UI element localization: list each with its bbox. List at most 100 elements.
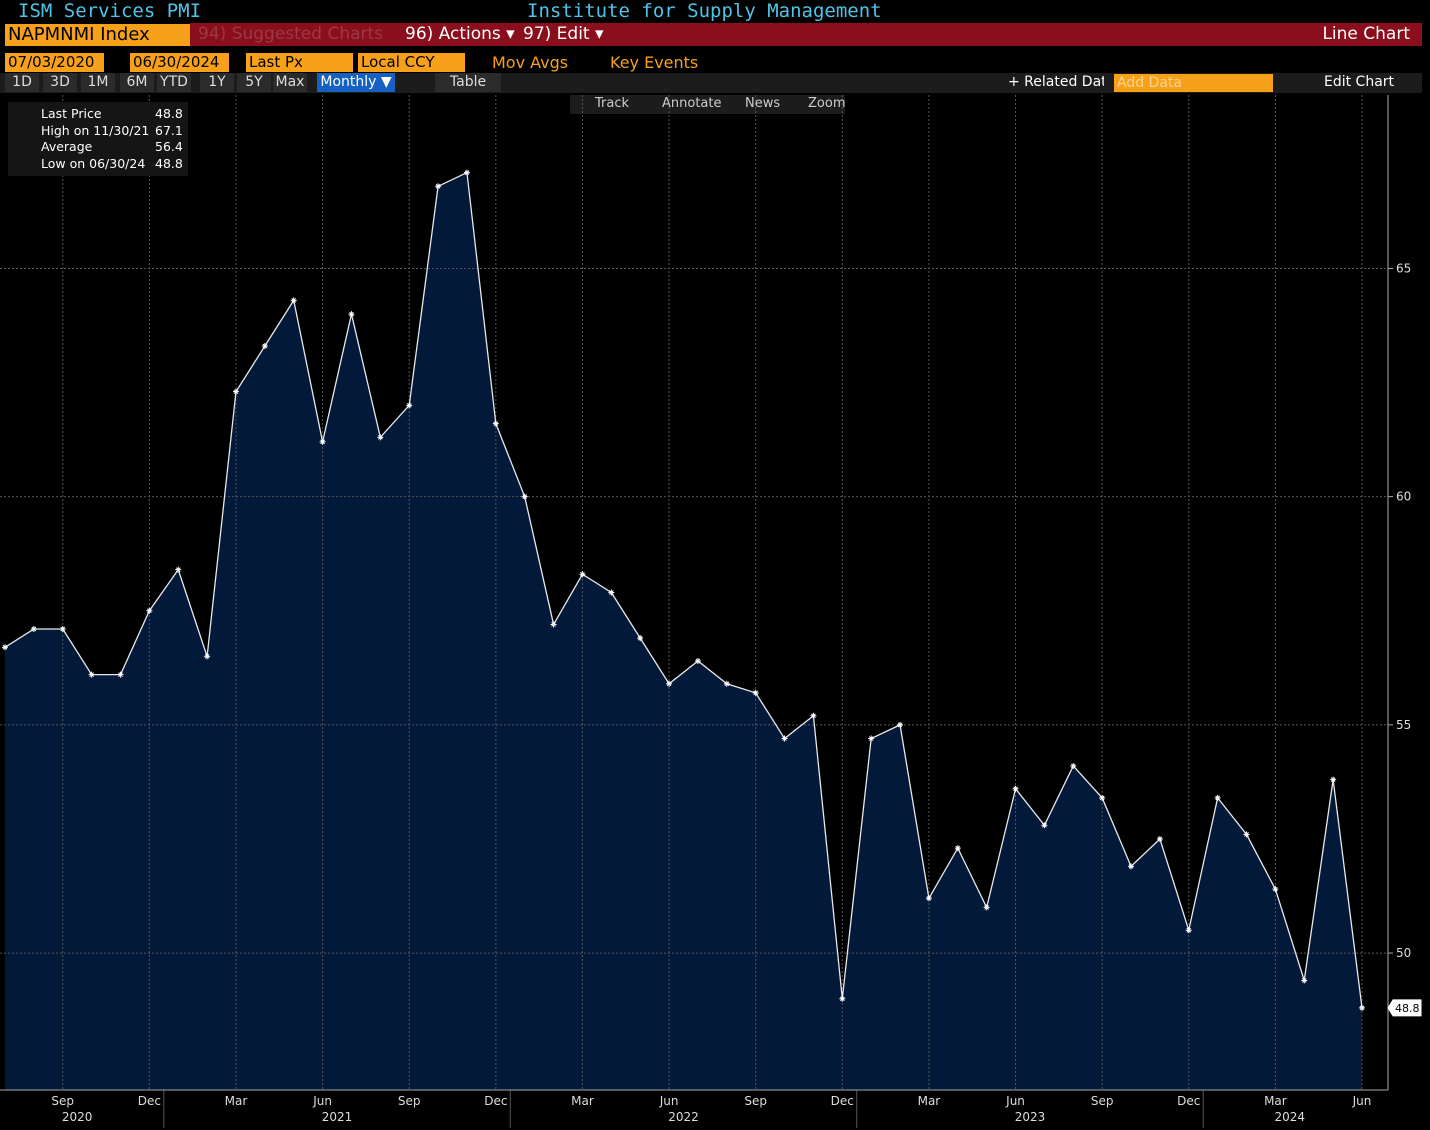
x-tick-label: Jun bbox=[1352, 1094, 1372, 1108]
edit-chart[interactable]: Edit Chart bbox=[1324, 74, 1395, 90]
menu-item[interactable]: 97) Edit ▾ bbox=[523, 24, 604, 44]
mov-avgs[interactable]: Mov Avgs bbox=[492, 53, 569, 72]
y-tick-label: 60 bbox=[1396, 490, 1411, 504]
marker bbox=[117, 671, 124, 678]
marker bbox=[1128, 863, 1135, 870]
range-button[interactable]: 3D bbox=[43, 73, 77, 92]
legend-box bbox=[8, 102, 188, 176]
menu-item[interactable]: 94) Suggested Charts bbox=[198, 24, 384, 44]
marker bbox=[810, 712, 817, 719]
x-tick-label: Sep bbox=[744, 1094, 767, 1108]
legend-label: High on 11/30/21 bbox=[41, 122, 150, 138]
x-year-label: 2020 bbox=[62, 1110, 93, 1124]
area-fill bbox=[5, 172, 1362, 1090]
x-year-label: 2021 bbox=[322, 1110, 353, 1124]
x-tick-label: Jun bbox=[312, 1094, 332, 1108]
marker bbox=[637, 635, 644, 642]
tool-button[interactable]: Zoom bbox=[808, 96, 846, 111]
key-events[interactable]: Key Events bbox=[610, 53, 699, 72]
marker bbox=[954, 845, 961, 852]
tools-bar bbox=[570, 95, 845, 114]
range-button[interactable]: 6M bbox=[120, 73, 154, 92]
x-tick-label: Mar bbox=[225, 1094, 248, 1108]
x-tick-label: Jun bbox=[1005, 1094, 1025, 1108]
legend-label: Last Price bbox=[41, 106, 102, 121]
marker bbox=[435, 183, 442, 190]
x-tick-label: Sep bbox=[51, 1094, 74, 1108]
marker bbox=[1185, 927, 1192, 934]
range-button[interactable]: 1M bbox=[81, 73, 115, 92]
marker bbox=[608, 589, 615, 596]
x-year-label: 2024 bbox=[1275, 1110, 1306, 1124]
marker bbox=[30, 626, 37, 633]
range-button[interactable]: 1D bbox=[5, 73, 39, 92]
marker bbox=[983, 904, 990, 911]
menu-item[interactable]: 96) Actions ▾ bbox=[405, 24, 515, 44]
legend-value: 56.4 bbox=[155, 139, 183, 154]
marker bbox=[175, 566, 182, 573]
marker bbox=[723, 680, 730, 687]
marker bbox=[694, 657, 701, 664]
related-data[interactable]: + Related Data bbox=[1008, 74, 1104, 90]
field-select[interactable]: Last Px bbox=[246, 53, 353, 72]
marker bbox=[377, 434, 384, 441]
marker bbox=[897, 721, 904, 728]
marker bbox=[1330, 776, 1337, 783]
marker bbox=[88, 671, 95, 678]
marker bbox=[1099, 794, 1106, 801]
menu-bar bbox=[190, 23, 1422, 46]
x-tick-label: Mar bbox=[1264, 1094, 1287, 1108]
range-button[interactable]: YTD bbox=[157, 73, 191, 92]
marker bbox=[1041, 822, 1048, 829]
x-tick-label: Dec bbox=[484, 1094, 507, 1108]
y-tick-label: 55 bbox=[1396, 718, 1411, 732]
marker bbox=[492, 420, 499, 427]
tool-button[interactable]: Track bbox=[595, 96, 630, 111]
legend-value: 48.8 bbox=[155, 155, 183, 171]
marker bbox=[261, 343, 268, 350]
marker bbox=[925, 895, 932, 902]
x-tick-label: Mar bbox=[918, 1094, 941, 1108]
end-date[interactable]: 06/30/2024 bbox=[130, 53, 229, 72]
start-date[interactable]: 07/03/2020 bbox=[5, 53, 104, 72]
marker bbox=[463, 169, 470, 176]
marker bbox=[348, 311, 355, 318]
marker bbox=[1272, 886, 1279, 893]
x-tick-label: Mar bbox=[571, 1094, 594, 1108]
marker bbox=[406, 402, 413, 409]
x-year-label: 2023 bbox=[1015, 1110, 1046, 1124]
marker bbox=[232, 388, 239, 395]
marker bbox=[1156, 835, 1163, 842]
marker bbox=[521, 493, 528, 500]
range-button[interactable]: 1Y bbox=[200, 73, 234, 92]
last-value-box bbox=[1387, 999, 1422, 1017]
range-button[interactable]: Max bbox=[273, 73, 307, 92]
marker bbox=[550, 621, 557, 628]
marker bbox=[59, 626, 66, 633]
marker bbox=[1070, 762, 1077, 769]
tool-button[interactable]: Annotate bbox=[662, 96, 722, 111]
marker bbox=[2, 644, 8, 651]
x-tick-label: Sep bbox=[398, 1094, 421, 1108]
add-data[interactable]: Add Data bbox=[1114, 74, 1273, 92]
marker bbox=[1301, 977, 1308, 984]
x-tick-label: Dec bbox=[1177, 1094, 1200, 1108]
marker bbox=[1243, 831, 1250, 838]
range-button[interactable]: 5Y bbox=[237, 73, 271, 92]
marker bbox=[1359, 1004, 1365, 1011]
marker bbox=[579, 571, 586, 578]
currency-select[interactable]: Local CCY bbox=[358, 53, 465, 72]
marker bbox=[752, 689, 759, 696]
tool-button[interactable]: News bbox=[745, 96, 781, 111]
x-tick-label: Dec bbox=[831, 1094, 854, 1108]
security-field[interactable]: NAPMNMI Index bbox=[5, 24, 190, 46]
marker bbox=[839, 995, 846, 1002]
marker bbox=[1214, 794, 1221, 801]
marker bbox=[1012, 785, 1019, 792]
legend-value: 67.1 bbox=[155, 122, 183, 138]
table-button[interactable]: Table bbox=[435, 73, 501, 92]
marker bbox=[204, 653, 211, 660]
period[interactable]: Monthly ▼ bbox=[317, 73, 395, 92]
x-year-label: 2022 bbox=[668, 1110, 699, 1124]
